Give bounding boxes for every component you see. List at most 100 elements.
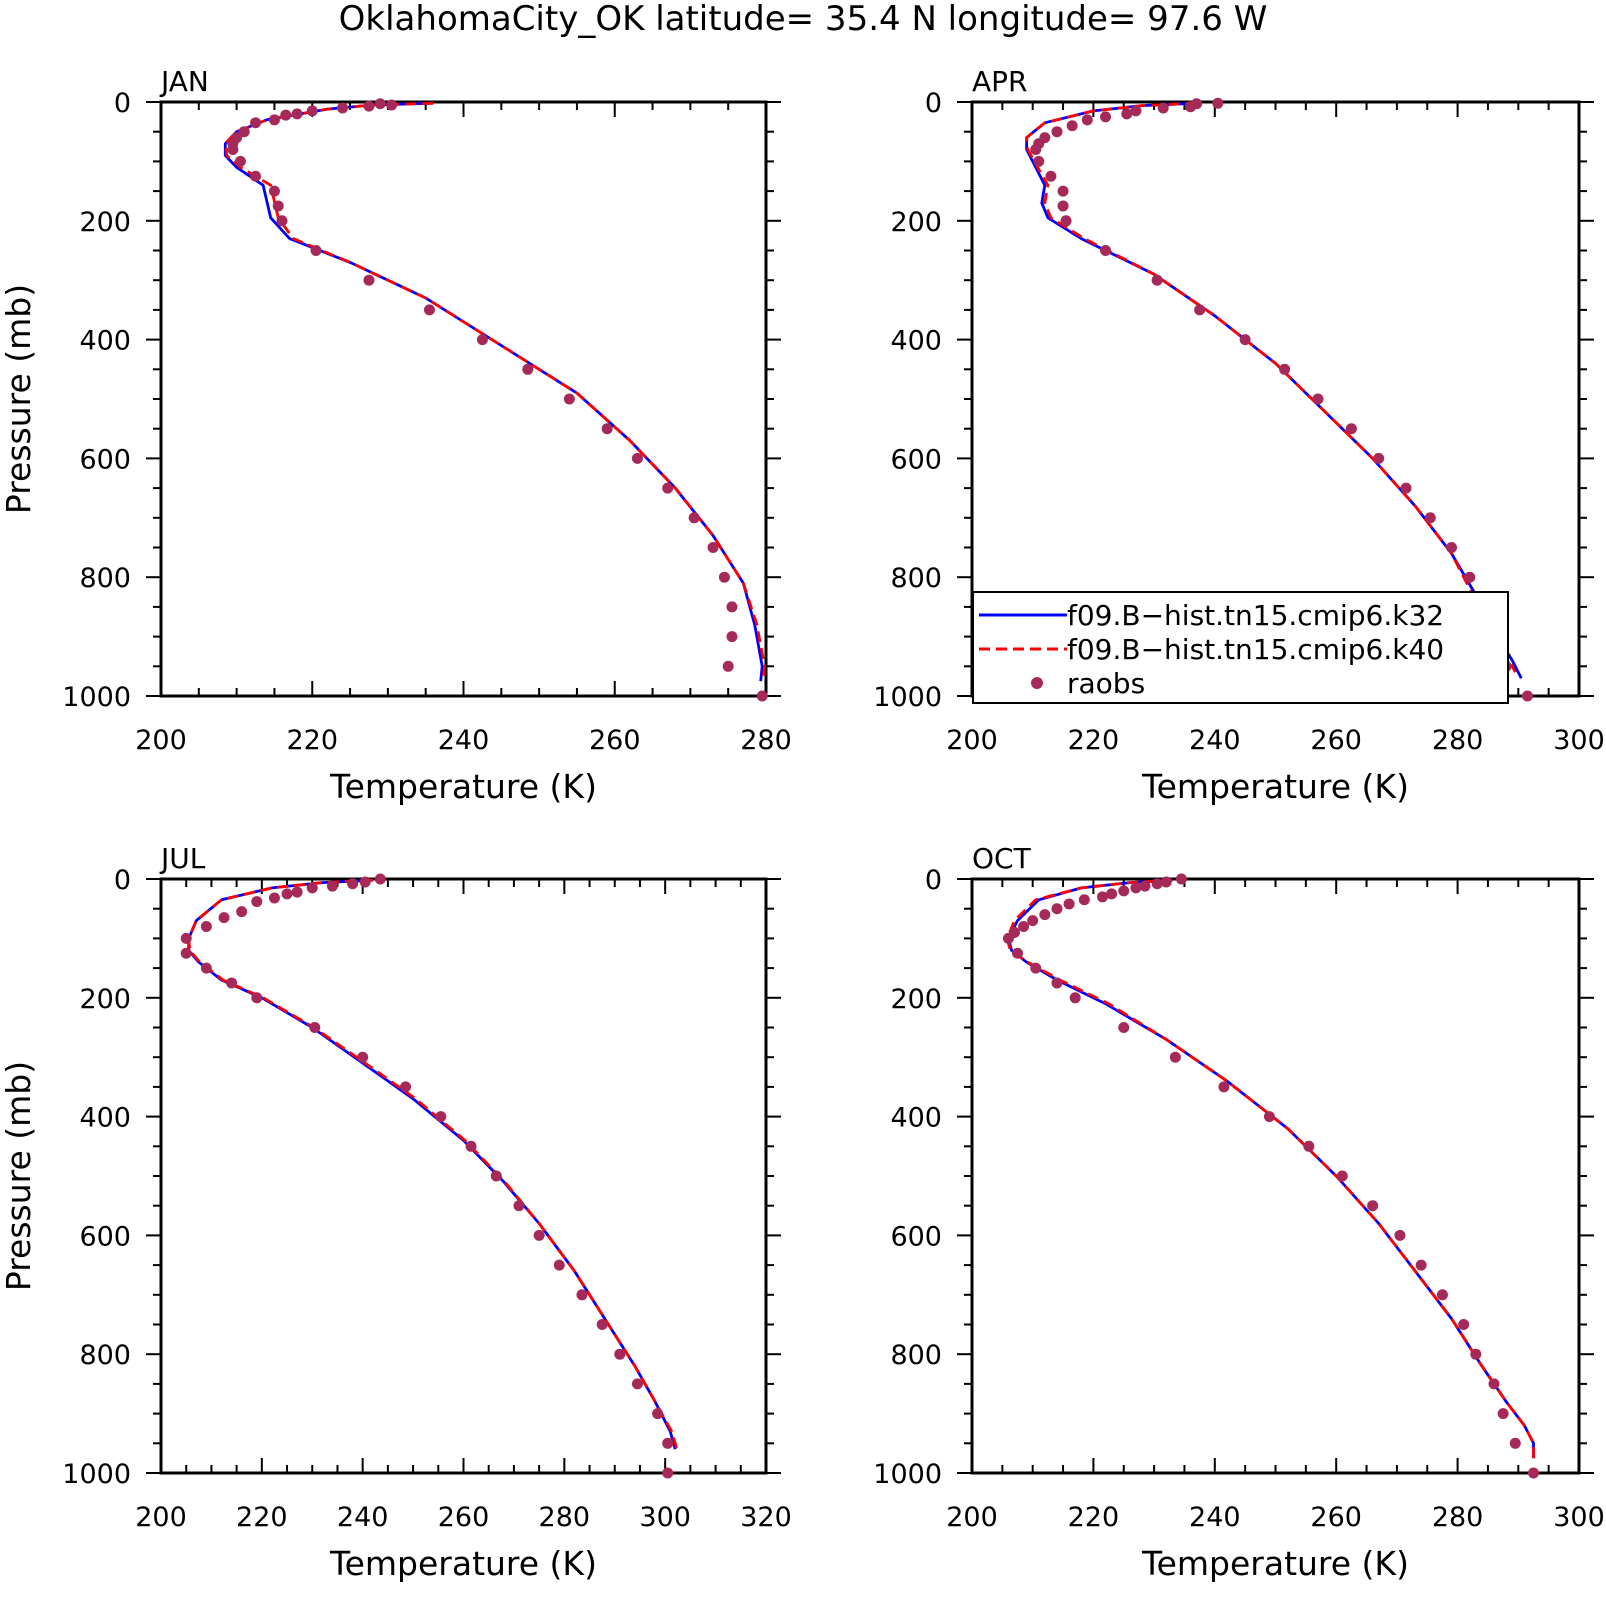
raobs-point-apr <box>1030 144 1042 156</box>
x-tick-label-oct: 220 <box>1068 1502 1120 1533</box>
raobs-point-oct <box>1367 1200 1379 1212</box>
raobs-point-apr <box>1424 512 1436 524</box>
raobs-point-oct <box>1394 1229 1406 1241</box>
raobs-point-jul <box>180 932 192 944</box>
y-tick-label-jan: 400 <box>79 326 131 357</box>
x-tick-label-oct: 200 <box>946 1502 998 1533</box>
raobs-point-oct <box>1415 1259 1427 1271</box>
raobs-point-jan <box>238 126 250 138</box>
raobs-point-oct <box>1106 888 1118 900</box>
raobs-point-oct <box>1051 977 1063 989</box>
x-tick-label-jan: 220 <box>286 725 338 756</box>
raobs-point-apr <box>1130 105 1142 117</box>
raobs-point-jan <box>688 512 700 524</box>
raobs-point-jul <box>281 888 293 900</box>
x-tick-label-oct: 300 <box>1553 1502 1605 1533</box>
x-axis-title-oct: Temperature (K) <box>1141 1544 1409 1583</box>
raobs-point-jan <box>423 304 435 316</box>
raobs-point-apr <box>1446 542 1458 553</box>
raobs-point-oct <box>1078 894 1090 906</box>
raobs-point-oct <box>1069 992 1081 1004</box>
raobs-point-apr <box>1081 114 1093 126</box>
raobs-point-jul <box>652 1408 664 1420</box>
raobs-point-apr <box>1521 690 1533 702</box>
raobs-point-jul <box>251 896 263 908</box>
panels-group: JAN 200 220 240 260 280 0 200 400 600 800 1000 Tempe… <box>0 65 1605 1583</box>
raobs-point-oct <box>1303 1140 1315 1152</box>
y-axis-title-jul: Pressure (mb) <box>0 1061 38 1291</box>
y-tick-label-jan: 0 <box>114 88 131 119</box>
raobs-point-jul <box>553 1259 565 1271</box>
raobs-point-oct <box>1336 1170 1348 1182</box>
raobs-point-jul <box>596 1319 608 1330</box>
y-tick-label-jul: 0 <box>114 865 131 896</box>
raobs-point-apr <box>1345 423 1357 435</box>
raobs-point-apr <box>1121 108 1133 120</box>
raobs-point-oct <box>1151 878 1163 890</box>
raobs-point-jul <box>614 1348 626 1360</box>
raobs-point-jan <box>631 452 643 464</box>
raobs-point-jul <box>200 962 212 974</box>
raobs-point-oct <box>1030 962 1042 974</box>
raobs-point-jul <box>490 1170 502 1182</box>
raobs-point-jan <box>363 274 375 286</box>
x-tick-label-jul: 220 <box>236 1502 288 1533</box>
raobs-point-jul <box>662 1467 674 1479</box>
y-tick-label-apr: 400 <box>890 326 942 357</box>
raobs-point-jan <box>276 215 288 227</box>
raobs-point-jan <box>522 363 534 375</box>
raobs-point-oct <box>1458 1319 1470 1330</box>
y-tick-label-oct: 200 <box>890 984 942 1015</box>
raobs-point-oct <box>1018 921 1030 933</box>
x-tick-label-apr: 260 <box>1310 725 1362 756</box>
x-axis-title-jan: Temperature (K) <box>329 767 597 806</box>
raobs-point-oct <box>1027 915 1039 927</box>
raobs-point-jan <box>310 245 322 256</box>
legend-label-raobs: raobs <box>1067 667 1145 700</box>
raobs-point-jul <box>465 1140 477 1152</box>
raobs-point-oct <box>1039 909 1051 921</box>
raobs-point-apr <box>1239 334 1251 346</box>
raobs-point-jan <box>601 423 613 435</box>
x-tick-label-apr: 280 <box>1432 725 1484 756</box>
raobs-point-jan <box>718 571 730 583</box>
raobs-point-jul <box>180 947 192 959</box>
y-tick-label-apr: 1000 <box>873 682 942 713</box>
raobs-point-apr <box>1373 452 1385 464</box>
raobs-point-jul <box>347 878 359 890</box>
x-tick-label-apr: 300 <box>1553 725 1605 756</box>
legend: f09.B−hist.tn15.cmip6.k32f09.B−hist.tn15… <box>972 591 1509 704</box>
y-tick-label-apr: 200 <box>890 207 942 238</box>
y-tick-label-oct: 600 <box>890 1221 942 1252</box>
y-tick-label-oct: 400 <box>890 1103 942 1134</box>
raobs-point-jan <box>250 117 262 129</box>
y-tick-label-apr: 800 <box>890 563 942 594</box>
panel-label-oct: OCT <box>972 842 1032 875</box>
raobs-point-jul <box>631 1378 643 1390</box>
y-tick-label-jan: 600 <box>79 444 131 475</box>
y-tick-label-jul: 400 <box>79 1103 131 1134</box>
raobs-point-oct <box>1263 1111 1275 1123</box>
raobs-point-apr <box>1100 111 1112 123</box>
panel-apr: APR 200 220 240 260 280 300 0 200 400 600 800 1000 Te… <box>873 65 1604 806</box>
raobs-point-oct <box>1118 1022 1130 1033</box>
raobs-point-jan <box>268 185 280 197</box>
raobs-point-apr <box>1400 482 1412 494</box>
plot-frame-jul <box>159 877 768 1475</box>
x-tick-label-oct: 280 <box>1432 1502 1484 1533</box>
raobs-point-oct <box>1002 932 1014 944</box>
raobs-point-jan <box>756 690 768 702</box>
raobs-point-jan <box>291 108 303 120</box>
raobs-point-jul <box>251 992 263 1004</box>
raobs-point-oct <box>1097 891 1109 903</box>
raobs-point-oct <box>1218 1081 1230 1093</box>
raobs-point-oct <box>1130 882 1142 894</box>
raobs-point-jan <box>250 170 262 182</box>
y-tick-label-jan: 1000 <box>62 682 131 713</box>
raobs-point-jul <box>359 876 371 888</box>
series-line-oct-f09-b-hist-tn15-cmip6-k32 <box>1007 878 1535 1459</box>
raobs-point-jul <box>513 1200 525 1212</box>
series-line-jul-f09-b-hist-tn15-cmip6-k32 <box>187 878 677 1450</box>
raobs-point-apr <box>1051 126 1063 138</box>
